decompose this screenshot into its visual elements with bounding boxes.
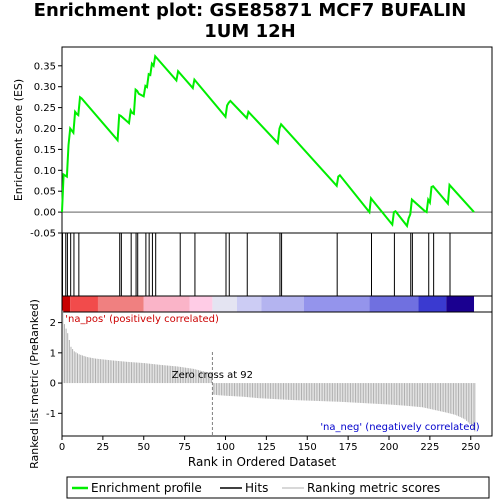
- x-tick-label: 0: [59, 442, 65, 453]
- x-tick-label: 225: [420, 442, 439, 453]
- x-tick-label: 50: [137, 442, 150, 453]
- ranking-plot-frame: [61, 311, 493, 437]
- es-panel: -0.05 0.00 0.05 0.10 0.15 0.20 0.25 0.30 0.35 Enr…: [12, 46, 493, 240]
- x-axis-label: Rank in Ordered Dataset: [188, 455, 336, 469]
- legend-item-label: Hits: [245, 481, 268, 495]
- es-y-tick-label: 0.10: [34, 166, 56, 177]
- metric-y-axis-label: Ranked list metric (PreRanked): [28, 299, 41, 469]
- chart-title: Enrichment plot: GSE85871 MCF7 BUFALIN 1…: [0, 0, 500, 42]
- x-tick-label: 175: [339, 442, 358, 453]
- positive-correlation-label: 'na_pos' (positively correlated): [65, 314, 219, 325]
- heat-bar-segment: [303, 296, 370, 312]
- x-tick-label: 200: [379, 442, 398, 453]
- x-tick-label: 250: [461, 442, 480, 453]
- metric-y-tick-label: 0: [50, 379, 56, 390]
- metric-y-tick-label: 2: [50, 318, 56, 329]
- es-y-tick-label: 0.15: [34, 145, 56, 156]
- es-plot-frame: [61, 46, 493, 234]
- x-tick-label: 75: [178, 442, 191, 453]
- negative-correlation-label: 'na_neg' (negatively correlated): [320, 422, 479, 433]
- metric-y-tick-label: -1: [46, 409, 56, 420]
- zero-cross-label: Zero cross at 92: [172, 370, 253, 381]
- heat-bar-segment: [97, 296, 144, 312]
- metric-y-tick-label: 1: [50, 348, 56, 359]
- x-tick-label: 150: [298, 442, 317, 453]
- heat-bar-segment: [62, 296, 71, 312]
- es-curve: [61, 53, 475, 229]
- legend-item-label: Enrichment profile: [91, 481, 202, 495]
- es-y-tick-label: 0.20: [34, 124, 56, 135]
- heat-bar-segment: [446, 296, 475, 312]
- es-y-tick-label: -0.05: [30, 229, 56, 240]
- es-y-tick-label: 0.00: [34, 208, 56, 219]
- x-tick-label: 100: [216, 442, 235, 453]
- heat-bar-segment: [369, 296, 419, 312]
- es-y-axis-label: Enrichment score (ES): [12, 79, 25, 201]
- es-y-tick-label: 0.05: [34, 187, 56, 198]
- heat-bar-segment: [189, 296, 213, 312]
- chart-title-line-1: Enrichment plot: GSE85871 MCF7 BUFALIN: [33, 0, 467, 21]
- chart-title-line-2: 1UM 12H: [204, 21, 296, 42]
- heat-bar-segment: [261, 296, 304, 312]
- es-y-tick-label: 0.35: [34, 61, 56, 72]
- heat-bar-segment: [143, 296, 190, 312]
- x-tick-label: 25: [97, 442, 110, 453]
- legend-box: [66, 476, 490, 499]
- heat-bar-segment: [70, 296, 98, 312]
- es-y-tick-label: 0.30: [34, 82, 56, 93]
- es-y-tick-label: 0.25: [34, 103, 56, 114]
- heat-bar-segment: [236, 296, 262, 312]
- heat-bar-segment: [212, 296, 237, 312]
- legend: Enrichment profile Hits Ranking metric sco…: [66, 476, 490, 499]
- x-tick-label: 125: [257, 442, 276, 453]
- ranking-panel: -1 0 1 2 0 25 50 75 100 125 150 175 200 225 250 Zero cr…: [28, 299, 493, 469]
- hits-frame: [61, 232, 493, 297]
- heat-bar-segment: [418, 296, 447, 312]
- legend-item-label: Ranking metric scores: [307, 481, 440, 495]
- hits-panel: [61, 232, 493, 313]
